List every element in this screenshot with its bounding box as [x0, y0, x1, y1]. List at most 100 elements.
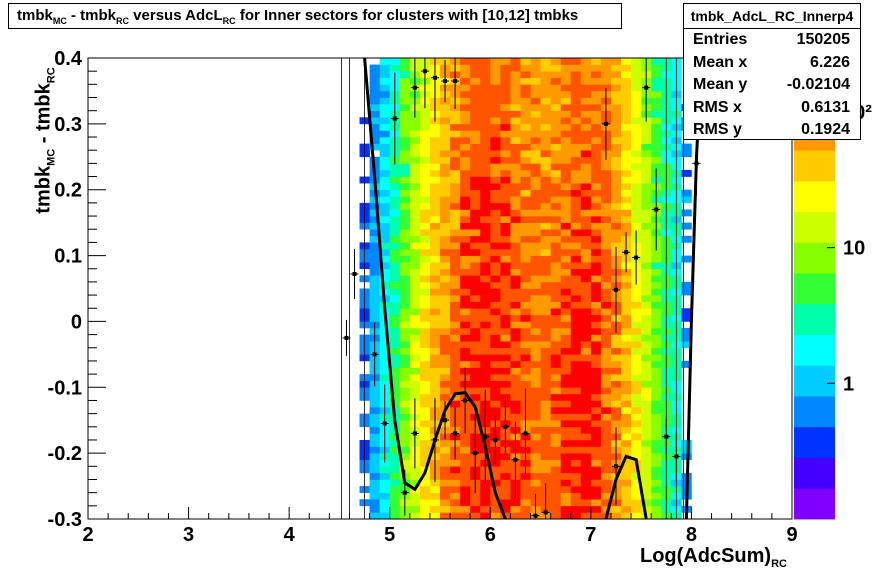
- heatmap-cell: [621, 479, 632, 487]
- heatmap-cell: [590, 275, 602, 283]
- heatmap-cell: [470, 367, 481, 375]
- heatmap-cell: [641, 209, 652, 217]
- heatmap-cell: [480, 137, 491, 144]
- heatmap-cell: [470, 71, 481, 79]
- stats-label: RMS y: [693, 121, 742, 139]
- heatmap-cell: [580, 169, 592, 177]
- heatmap-cell: [379, 222, 391, 230]
- heatmap-cell: [440, 387, 451, 395]
- heatmap-cell: [560, 268, 572, 276]
- heatmap-cell: [500, 137, 511, 144]
- heatmap-cell: [399, 235, 411, 243]
- heatmap-cell: [450, 183, 461, 191]
- color-scale-swatch: [794, 396, 835, 428]
- heatmap-cell: [580, 314, 592, 322]
- heatmap-cell: [429, 150, 441, 158]
- heatmap-cell: [419, 222, 431, 230]
- heatmap-cell: [389, 64, 401, 72]
- heatmap-cell: [429, 255, 441, 263]
- heatmap-cell: [530, 176, 541, 184]
- heatmap-cell: [570, 387, 582, 395]
- heatmap-cell: [610, 189, 622, 197]
- heatmap-cell: [621, 64, 632, 72]
- heatmap-cell: [379, 281, 391, 289]
- heatmap-cell: [379, 341, 391, 349]
- heatmap-cell: [490, 295, 501, 302]
- stats-label: Mean y: [693, 76, 748, 94]
- heatmap-cell: [480, 222, 491, 230]
- heatmap-cell: [409, 499, 421, 507]
- heatmap-cell: [570, 360, 582, 368]
- heatmap-cell: [560, 360, 572, 368]
- heatmap-cell: [500, 354, 511, 362]
- heatmap-cell: [540, 189, 551, 197]
- heatmap-cell: [520, 242, 531, 250]
- heatmap-cell: [540, 248, 551, 256]
- heatmap-cell: [621, 360, 632, 368]
- heatmap-cell: [600, 486, 612, 493]
- heatmap-cell: [570, 492, 582, 500]
- heatmap-cell: [450, 400, 461, 408]
- heatmap-cell: [500, 169, 511, 177]
- data-point: [654, 207, 659, 212]
- heatmap-cell: [510, 90, 521, 98]
- heatmap-cell: [580, 183, 592, 191]
- heatmap-cell: [621, 97, 632, 105]
- heatmap-cell: [399, 216, 411, 223]
- heatmap-cell: [440, 117, 451, 125]
- heatmap-cell: [550, 459, 561, 467]
- heatmap-cell: [409, 183, 421, 191]
- heatmap-cell: [530, 268, 541, 276]
- heatmap-cell: [419, 176, 431, 184]
- heatmap-cell: [600, 446, 612, 454]
- heatmap-cell: [621, 499, 632, 507]
- heatmap-cell: [389, 472, 401, 480]
- heatmap-cell: [369, 222, 380, 230]
- heatmap-cell: [631, 209, 642, 217]
- heatmap-cell: [510, 347, 521, 355]
- heatmap-cell: [419, 150, 431, 158]
- heatmap-cell: [520, 492, 531, 500]
- heatmap-cell: [450, 314, 461, 322]
- heatmap-cell: [510, 77, 521, 85]
- heatmap-cell: [460, 288, 471, 296]
- heatmap-cell: [419, 209, 431, 217]
- heatmap-cell: [409, 143, 421, 151]
- heatmap-cell: [520, 314, 531, 322]
- heatmap-cell: [470, 255, 481, 263]
- heatmap-cell: [631, 393, 642, 401]
- heatmap-cell: [409, 196, 421, 204]
- heatmap-cell: [490, 255, 501, 263]
- heatmap-cell: [530, 275, 541, 283]
- heatmap-cell: [419, 295, 431, 302]
- heatmap-cell: [580, 196, 592, 204]
- heatmap-cell: [520, 176, 531, 184]
- heatmap-cell: [530, 347, 541, 355]
- heatmap-cell: [641, 413, 652, 421]
- heatmap-cell: [641, 229, 652, 237]
- heatmap-cell: [470, 334, 481, 342]
- heatmap-cell: [570, 426, 582, 434]
- heatmap-cell: [560, 505, 572, 513]
- heatmap-cell: [460, 123, 471, 131]
- heatmap-cell: [520, 328, 531, 335]
- heatmap-cell: [419, 360, 431, 368]
- heatmap-cell: [590, 308, 602, 316]
- heatmap-cell: [540, 367, 551, 375]
- heatmap-cell: [621, 143, 632, 151]
- heatmap-cell: [460, 71, 471, 79]
- heatmap-cell: [600, 301, 612, 309]
- heatmap-cell: [651, 248, 662, 256]
- heatmap-cell: [490, 183, 501, 191]
- heatmap-cell: [450, 262, 461, 270]
- heatmap-cell: [580, 407, 592, 414]
- heatmap-cell: [540, 163, 551, 171]
- heatmap-cell: [389, 433, 401, 441]
- heatmap-cell: [429, 321, 441, 329]
- heatmap-cell: [369, 426, 380, 434]
- heatmap-cell: [490, 235, 501, 243]
- heatmap-cell: [419, 143, 431, 151]
- heatmap-cell: [460, 242, 471, 250]
- heatmap-cell: [610, 400, 622, 408]
- heatmap-cell: [450, 110, 461, 118]
